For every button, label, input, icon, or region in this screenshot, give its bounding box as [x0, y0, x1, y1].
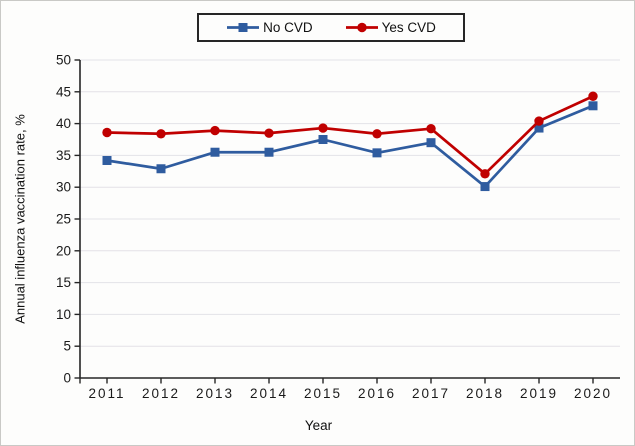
- x-tick-label: 2012: [142, 386, 180, 401]
- marker-yes-cvd: [318, 123, 328, 133]
- marker-no-cvd: [588, 101, 598, 111]
- x-tick-label: 2011: [88, 386, 125, 401]
- x-tick-label: 2015: [304, 386, 342, 401]
- legend-label-yes-cvd: Yes CVD: [381, 19, 436, 35]
- x-tick-label: 2016: [358, 386, 396, 401]
- y-tick-label: 25: [56, 212, 71, 227]
- marker-yes-cvd: [426, 123, 436, 134]
- y-tick-label: 50: [56, 53, 71, 68]
- y-tick-label: 0: [63, 371, 71, 386]
- legend-item-no-cvd: No CVD: [226, 21, 313, 35]
- marker-yes-cvd: [372, 129, 382, 139]
- x-tick-label: 2019: [520, 386, 558, 401]
- marker-no-cvd: [372, 148, 382, 158]
- x-tick-label: 2013: [196, 386, 234, 401]
- marker-no-cvd: [210, 147, 220, 157]
- y-tick-label: 20: [56, 243, 71, 258]
- y-tick-label: 30: [56, 180, 71, 195]
- marker-yes-cvd: [264, 128, 274, 138]
- marker-yes-cvd: [210, 125, 220, 136]
- x-tick-label: 2017: [412, 386, 450, 401]
- marker-yes-cvd: [156, 129, 166, 139]
- marker-no-cvd: [102, 155, 112, 165]
- y-tick-label: 40: [56, 116, 71, 131]
- series-line-no-cvd: [106, 104, 594, 188]
- x-axis-title: Year: [304, 418, 333, 433]
- y-tick-label: 35: [56, 148, 71, 163]
- y-tick-label: 15: [56, 275, 71, 290]
- marker-no-cvd: [534, 123, 544, 133]
- marker-yes-cvd: [102, 127, 112, 138]
- legend-item-yes-cvd: Yes CVD: [345, 21, 436, 35]
- x-tick-label: 2018: [466, 386, 504, 401]
- x-tick-label: 2014: [250, 386, 288, 401]
- marker-no-cvd: [318, 135, 328, 144]
- marker-no-cvd: [480, 182, 490, 192]
- y-tick-label: 5: [63, 339, 71, 354]
- legend-label-no-cvd: No CVD: [263, 19, 313, 35]
- legend-marker-glyph: [227, 23, 260, 32]
- legend: No CVD Yes CVD: [197, 13, 465, 42]
- y-tick-label: 45: [56, 84, 71, 99]
- legend-square-marker-icon: [226, 21, 260, 34]
- marker-no-cvd: [156, 164, 166, 174]
- marker-yes-cvd: [534, 116, 544, 126]
- marker-no-cvd: [426, 138, 436, 148]
- x-tick-label: 2020: [574, 386, 612, 401]
- legend-circle-marker-icon: [345, 21, 379, 34]
- legend-marker-glyph: [345, 22, 378, 33]
- y-tick-label: 10: [56, 307, 71, 322]
- legend-marker-circle: [356, 22, 367, 33]
- marker-yes-cvd: [480, 169, 490, 179]
- series-line-yes-cvd: [106, 95, 594, 176]
- marker-yes-cvd: [588, 91, 598, 101]
- legend-marker-square: [238, 23, 248, 32]
- marker-no-cvd: [264, 147, 274, 157]
- y-axis-title: Annual influenza vaccination rate, %: [12, 114, 28, 324]
